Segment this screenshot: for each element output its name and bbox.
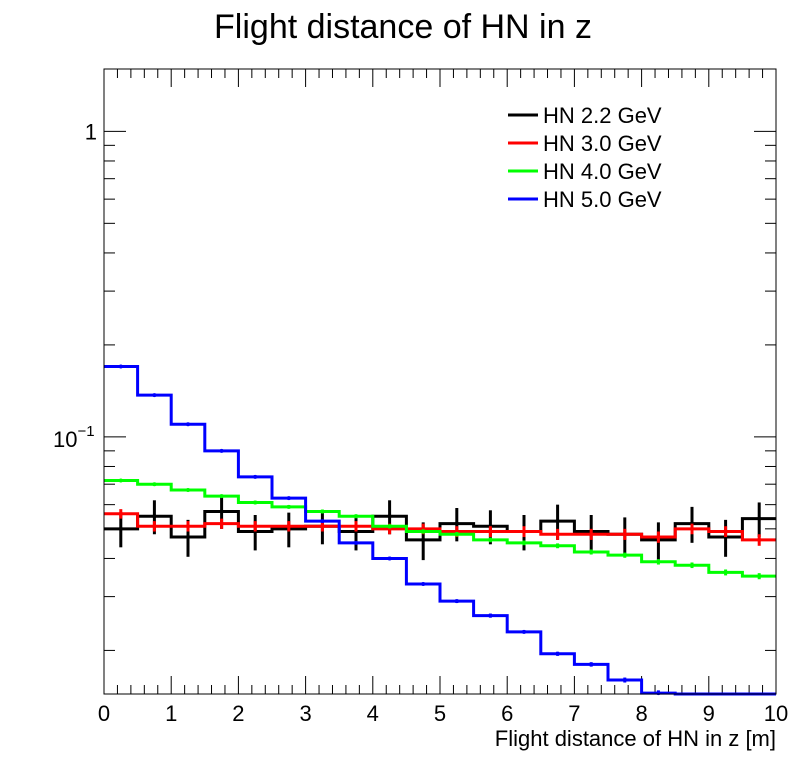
data-point xyxy=(186,535,190,540)
data-point xyxy=(555,543,560,548)
data-point xyxy=(589,549,594,554)
data-point xyxy=(723,570,728,575)
data-point xyxy=(118,478,123,483)
data-point xyxy=(421,581,426,586)
legend-label: HN 5.0 GeV xyxy=(543,187,662,212)
data-point xyxy=(522,540,526,545)
data-point xyxy=(354,524,358,529)
data-point xyxy=(286,496,291,501)
legend-item: HN 3.0 GeV xyxy=(508,131,662,156)
x-axis-label: Flight distance of HN in z [m] xyxy=(495,726,776,751)
data-point xyxy=(253,500,258,505)
chart-title: Flight distance of HN in z xyxy=(214,8,592,46)
data-point xyxy=(320,524,325,529)
data-point xyxy=(219,494,224,499)
data-point xyxy=(488,537,493,542)
y-tick-labels: 1 10−1 xyxy=(53,119,97,452)
data-point xyxy=(118,364,123,369)
x-tick-label: 6 xyxy=(501,701,513,726)
data-point xyxy=(723,529,728,534)
legend-item: HN 4.0 GeV xyxy=(508,159,662,184)
data-point xyxy=(555,519,560,524)
series-group xyxy=(104,364,776,696)
y-tick-label: 10−1 xyxy=(53,423,95,452)
data-point xyxy=(186,422,190,427)
data-point xyxy=(757,516,762,521)
data-point xyxy=(118,526,123,531)
data-point xyxy=(387,556,392,561)
plot-frame xyxy=(103,68,777,695)
data-point xyxy=(488,613,493,618)
data-point xyxy=(622,532,627,537)
data-point xyxy=(690,526,694,531)
data-point xyxy=(656,535,661,540)
data-point xyxy=(555,651,560,656)
x-tick-label: 2 xyxy=(232,701,244,726)
data-point xyxy=(253,474,258,479)
legend-item: HN 2.2 GeV xyxy=(508,103,662,128)
y-tick-label: 1 xyxy=(85,119,97,144)
x-tick-label: 4 xyxy=(367,701,379,726)
data-point xyxy=(421,529,426,534)
data-point xyxy=(219,521,224,526)
data-point xyxy=(387,524,392,529)
data-point xyxy=(488,529,493,534)
data-point xyxy=(186,524,190,529)
data-point xyxy=(286,524,291,529)
x-tick-label: 3 xyxy=(299,701,311,726)
x-tick-label: 0 xyxy=(98,701,110,726)
data-point xyxy=(186,488,190,493)
x-tick-label: 5 xyxy=(434,701,446,726)
data-point xyxy=(589,532,594,537)
x-tick-label: 10 xyxy=(764,701,788,726)
legend-item: HN 5.0 GeV xyxy=(508,187,662,212)
data-point xyxy=(690,563,694,568)
data-point xyxy=(622,678,627,683)
x-tick-label: 8 xyxy=(635,701,647,726)
legend-label: HN 4.0 GeV xyxy=(543,159,662,184)
data-point xyxy=(152,524,157,529)
data-point xyxy=(219,509,224,514)
data-point xyxy=(454,599,459,604)
data-point xyxy=(320,519,325,524)
legend: HN 2.2 GeV HN 3.0 GeV HN 4.0 GeV HN 5.0 GeV xyxy=(508,103,662,212)
data-point xyxy=(152,393,157,398)
data-point xyxy=(118,511,123,516)
legend-label: HN 3.0 GeV xyxy=(543,131,662,156)
x-tick-label: 9 xyxy=(703,701,715,726)
x-tick-label: 7 xyxy=(568,701,580,726)
data-point xyxy=(152,482,157,487)
data-point xyxy=(656,559,661,564)
axis-ticks xyxy=(103,69,777,694)
data-point xyxy=(757,574,762,579)
data-point xyxy=(152,514,157,519)
data-point xyxy=(454,521,459,526)
data-point xyxy=(589,662,594,667)
data-point xyxy=(219,448,224,453)
data-point xyxy=(454,532,459,537)
data-point xyxy=(387,514,392,519)
data-point xyxy=(421,537,426,542)
data-point xyxy=(320,509,325,514)
data-point xyxy=(622,553,627,558)
data-point xyxy=(522,529,526,534)
series-4 xyxy=(104,364,776,696)
data-point xyxy=(354,514,358,519)
data-point xyxy=(522,629,526,634)
series-3 xyxy=(104,478,776,580)
x-tick-label: 1 xyxy=(165,701,177,726)
legend-label: HN 2.2 GeV xyxy=(543,103,662,128)
data-point xyxy=(253,524,258,529)
data-point xyxy=(286,504,291,509)
x-tick-labels: 0 1 2 3 4 5 6 7 8 9 10 xyxy=(98,701,788,726)
data-point xyxy=(555,532,560,537)
data-point xyxy=(757,537,762,542)
data-point xyxy=(354,540,358,545)
